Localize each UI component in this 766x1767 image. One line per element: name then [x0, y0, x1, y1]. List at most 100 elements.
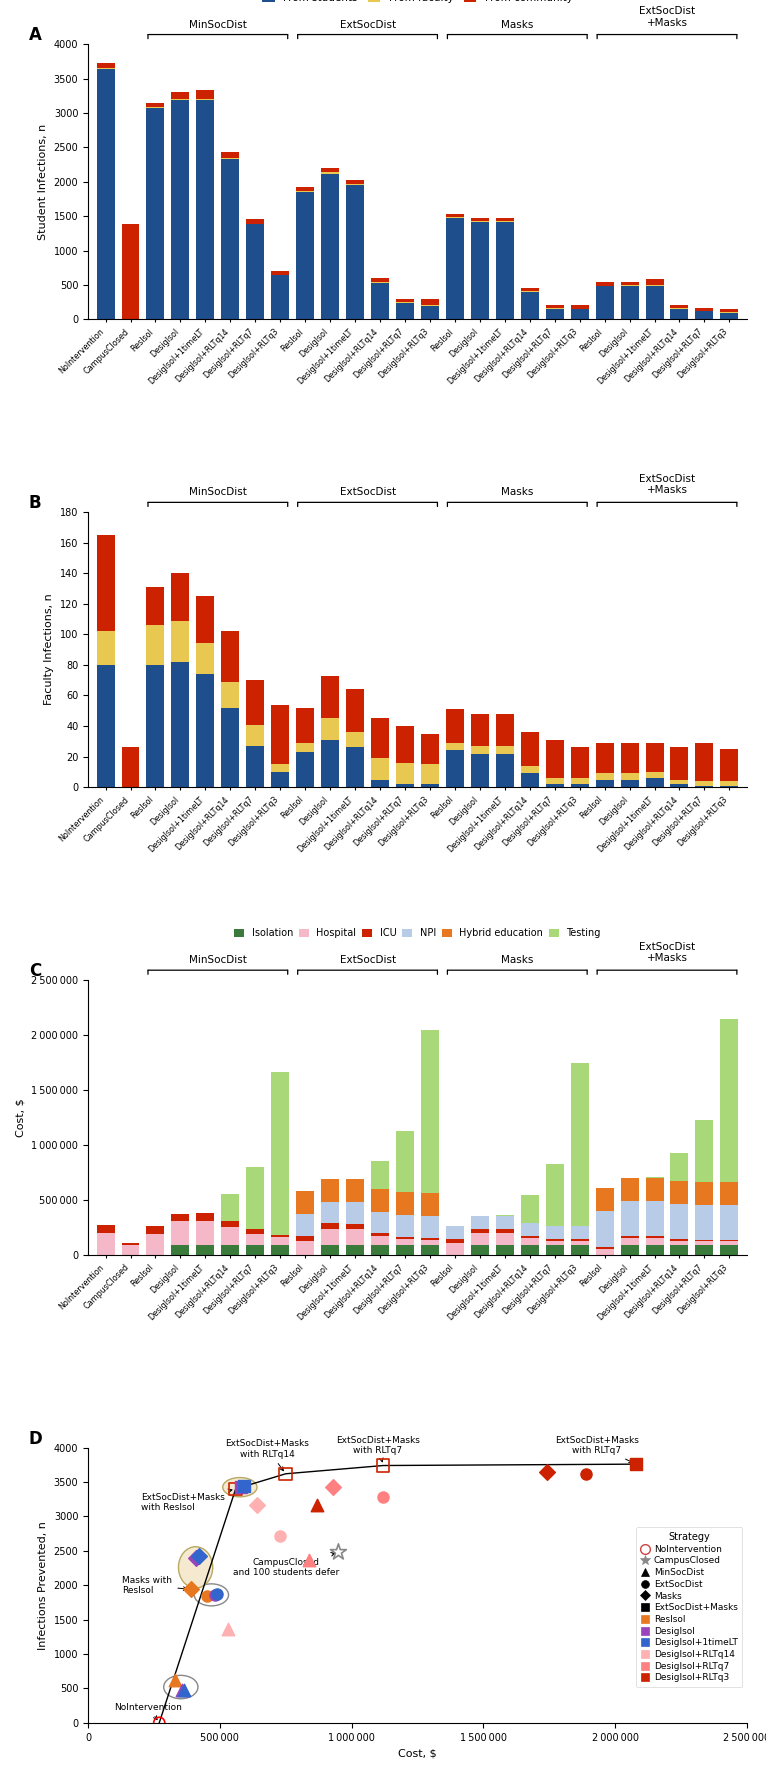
Text: Masks with
ResIsol: Masks with ResIsol [123, 1576, 187, 1596]
Bar [346, 1202, 364, 1225]
Bar [496, 714, 514, 746]
Point [153, 1709, 165, 1737]
Bar [396, 1244, 414, 1255]
Bar [97, 535, 115, 631]
Text: ExtSocDist+Masks
with RLTq7: ExtSocDist+Masks with RLTq7 [336, 1437, 420, 1461]
Bar [496, 746, 514, 753]
Bar [271, 1235, 290, 1237]
Point [580, 1460, 592, 1488]
Bar [146, 1226, 165, 1233]
Bar [421, 1216, 439, 1237]
Bar [720, 1018, 738, 1182]
Bar [196, 1244, 214, 1255]
Text: Masks: Masks [501, 956, 533, 965]
Bar [97, 64, 115, 67]
Bar [346, 747, 364, 786]
Bar [172, 1221, 189, 1244]
Bar [446, 742, 464, 751]
Bar [545, 309, 564, 320]
Bar [545, 306, 564, 307]
Bar [221, 159, 239, 320]
Bar [371, 283, 389, 320]
Bar [371, 758, 389, 779]
Bar [97, 1233, 115, 1255]
Bar [196, 101, 214, 320]
Bar [521, 1239, 538, 1244]
Bar [396, 1131, 414, 1193]
Bar [396, 763, 414, 785]
Y-axis label: Student Infections, n: Student Infections, n [38, 124, 48, 240]
Bar [571, 1240, 588, 1244]
Text: NoIntervention: NoIntervention [114, 1702, 182, 1719]
Bar [521, 292, 538, 320]
Bar [446, 709, 464, 742]
Text: MinSocDist: MinSocDist [189, 488, 247, 498]
Text: MinSocDist: MinSocDist [189, 19, 247, 30]
Bar [545, 1164, 564, 1226]
Bar [545, 785, 564, 786]
Bar [247, 224, 264, 320]
Bar [646, 1237, 663, 1239]
Bar [321, 168, 339, 173]
Bar [421, 299, 439, 304]
Bar [696, 1182, 713, 1205]
Bar [196, 1221, 214, 1244]
Bar [596, 1212, 614, 1246]
Bar [196, 595, 214, 643]
Bar [596, 1187, 614, 1212]
Bar [720, 1182, 738, 1205]
Bar [670, 779, 689, 785]
Bar [646, 1244, 663, 1255]
Bar [696, 311, 713, 320]
Bar [247, 219, 264, 224]
Bar [571, 747, 588, 777]
Bar [720, 749, 738, 781]
Bar [346, 1230, 364, 1244]
Point [185, 1574, 197, 1603]
Bar [346, 180, 364, 184]
Bar [247, 1168, 264, 1230]
Bar [421, 1244, 439, 1255]
Text: A: A [29, 27, 41, 44]
Point [237, 1472, 250, 1500]
Text: C: C [29, 961, 41, 981]
Bar [446, 219, 464, 320]
Bar [396, 726, 414, 763]
Ellipse shape [223, 1477, 257, 1497]
Bar [122, 747, 139, 786]
Bar [670, 1203, 689, 1239]
Bar [247, 1244, 264, 1255]
Bar [646, 286, 663, 320]
Bar [696, 742, 713, 781]
Bar [296, 1240, 314, 1255]
Bar [545, 1226, 564, 1239]
Bar [196, 643, 214, 673]
Bar [620, 1237, 639, 1239]
Bar [720, 313, 738, 320]
Point [303, 1546, 316, 1574]
Bar [571, 1226, 588, 1239]
Bar [371, 1161, 389, 1189]
Bar [471, 753, 489, 786]
Text: ExtSocDist: ExtSocDist [339, 488, 395, 498]
Point [208, 1581, 221, 1610]
Bar [321, 173, 339, 320]
Bar [371, 719, 389, 758]
Bar [122, 1246, 139, 1255]
Bar [221, 709, 239, 786]
Bar [146, 587, 165, 626]
Point [192, 1541, 205, 1569]
Bar [247, 746, 264, 786]
Bar [346, 1225, 364, 1230]
Legend: From students, From faculty, From community: From students, From faculty, From commun… [258, 0, 577, 7]
Bar [396, 1239, 414, 1244]
Bar [720, 1244, 738, 1255]
Text: Masks: Masks [501, 19, 533, 30]
Bar [346, 689, 364, 732]
Y-axis label: Faculty Infections, n: Faculty Infections, n [44, 594, 54, 705]
Bar [571, 309, 588, 320]
Text: B: B [29, 495, 41, 512]
Point [250, 1491, 263, 1520]
Bar [620, 281, 639, 284]
Bar [371, 1244, 389, 1255]
